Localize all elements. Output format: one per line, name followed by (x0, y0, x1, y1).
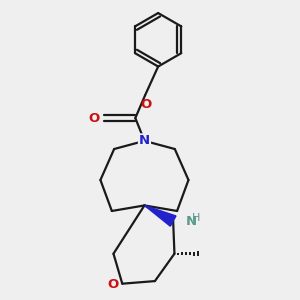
Text: O: O (88, 112, 100, 124)
Text: O: O (140, 98, 152, 111)
Text: H: H (192, 214, 200, 224)
Text: N: N (186, 214, 197, 228)
Polygon shape (145, 206, 176, 226)
Text: N: N (139, 134, 150, 147)
Text: O: O (108, 278, 119, 291)
